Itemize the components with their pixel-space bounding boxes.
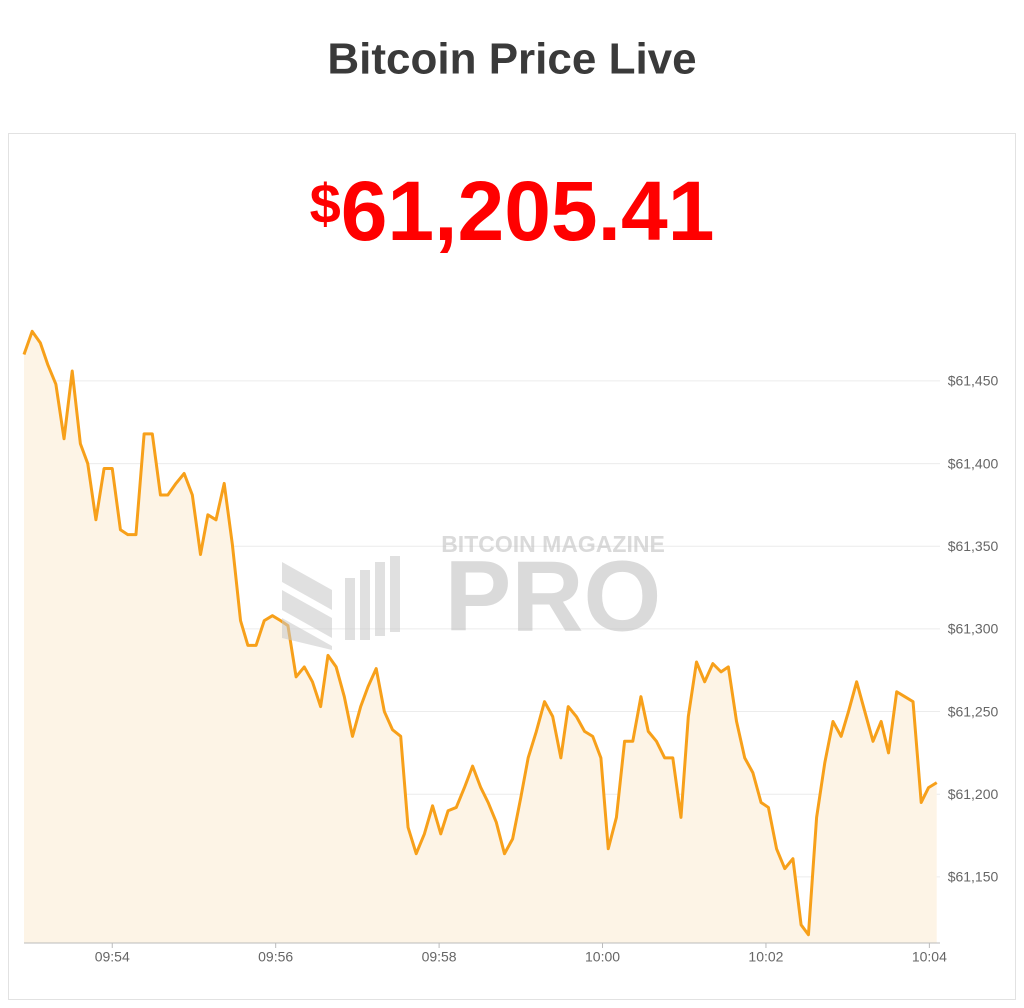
price-currency: $ xyxy=(310,172,341,235)
page-title: Bitcoin Price Live xyxy=(327,35,696,84)
price-line xyxy=(22,329,938,937)
y-tick-label: $61,200 xyxy=(948,786,999,802)
x-tick-label: 09:56 xyxy=(258,949,293,965)
watermark-logo xyxy=(282,556,400,650)
plot: $61,150 $61,200 $61,250 $61,300 $61,350 $61,4… xyxy=(22,329,999,965)
y-tick-label: $61,400 xyxy=(948,455,999,471)
y-tick-label: $61,450 xyxy=(948,373,999,389)
x-tick-label: 09:54 xyxy=(95,949,130,965)
x-tick-label: 10:00 xyxy=(585,949,620,965)
price: $61,205.41 xyxy=(310,164,715,258)
watermark-product: PRO xyxy=(445,540,662,652)
watermark: BITCOIN MAGAZINE PRO xyxy=(282,531,665,652)
x-tick-label: 10:02 xyxy=(748,949,783,965)
y-tick-label: $61,350 xyxy=(948,538,999,554)
x-tick-label: 09:58 xyxy=(422,949,457,965)
watermark-brand: BITCOIN MAGAZINE xyxy=(441,531,665,557)
y-tick-label: $61,300 xyxy=(948,621,999,637)
y-tick-label: $61,250 xyxy=(948,703,999,719)
y-tick-label: $61,150 xyxy=(948,869,999,885)
x-tick-label: 10:04 xyxy=(912,949,947,965)
price-amount: 61,205.41 xyxy=(341,164,715,258)
price-area xyxy=(24,331,937,944)
